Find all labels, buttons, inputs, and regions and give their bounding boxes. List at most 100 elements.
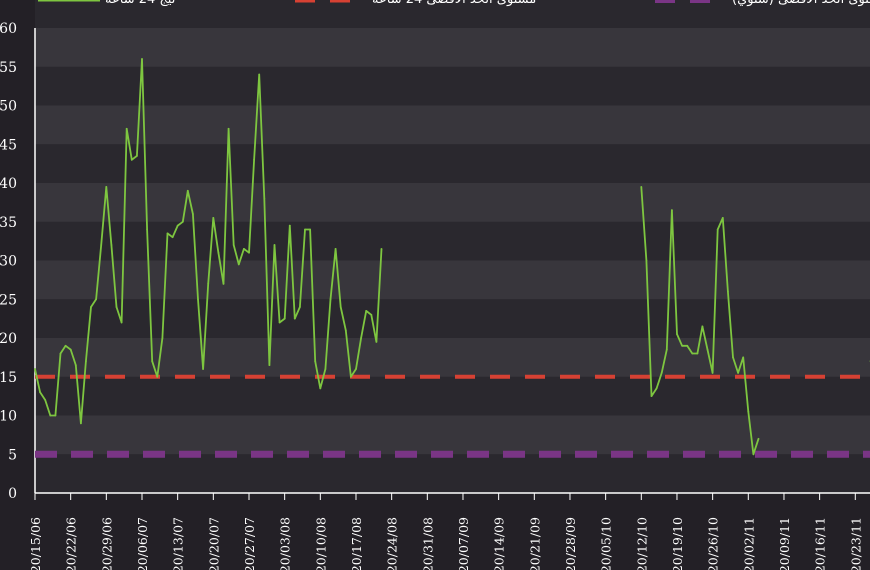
grid-band [35,66,870,106]
pm25-point [727,290,729,293]
pm25-point [268,364,271,366]
x-tick-label: 20/19/10 [670,517,685,570]
pm25-point [293,317,296,320]
pm25-point [105,186,108,188]
y-tick-label: 0 [8,486,17,502]
pm25-point [299,306,301,308]
grid-band [35,376,870,416]
pm25-point [54,414,57,417]
pm25-point [660,372,663,374]
pm25-point [263,197,266,200]
y-tick-label: 25 [0,292,17,308]
pm25-point [136,155,138,157]
pm25-point [314,360,317,363]
pm25-point [227,127,230,130]
x-tick-label: 20/03/08 [278,517,293,570]
pm25-point [681,344,683,347]
pm25-point [161,337,164,339]
grid-band [35,105,870,145]
plot-series [34,58,870,458]
pm25-point [324,368,327,370]
pm25-point [59,352,62,355]
pm25-point [258,73,261,76]
pm25-point [181,220,184,223]
pm25-point [686,344,689,347]
pm25-point [747,410,750,413]
pm25-point [156,375,159,378]
pm25-point [655,387,658,390]
pm25-point [375,341,378,343]
pm25-point [110,244,113,246]
pm25-series-line [640,186,760,456]
pm25-point [44,399,47,401]
pm25-point [752,453,755,456]
pm25-point [370,313,373,316]
pm25-point [721,217,724,219]
pm25-point [732,356,734,359]
grid-band [35,415,870,455]
y-tick-label: 50 [0,99,17,115]
pm25-point [34,368,36,370]
pm25-point [125,127,128,130]
pm25-point [222,282,225,285]
pm25-point [202,368,205,370]
grid-band [35,299,870,338]
pm25-point [197,298,199,301]
pm25-point [171,236,174,239]
pm25-point [671,209,673,212]
pm25-point [350,375,352,378]
pm25-point [243,248,245,250]
grid-band [35,144,870,183]
pm25-point [146,228,149,231]
y-axis: 0 5 10 15 20 25 30 35 40 45 50 55 60 [0,21,36,502]
x-tick-label: 20/14/09 [492,517,507,570]
pm25-point [665,348,668,351]
pm25-point [74,364,77,366]
legend-label-1: تيج 24 ساعة [105,0,176,7]
legend-label-3: مستوى الحد الأقصى (سنوي) [732,0,870,7]
pm25-point [130,158,133,161]
pm25-point [232,244,235,246]
x-tick-label: 20/20/07 [206,517,221,570]
y-tick-label: 40 [0,176,17,192]
y-tick-label: 20 [0,331,17,347]
x-tick-label: 20/27/07 [242,517,257,570]
x-tick-label: 20/29/06 [99,517,114,570]
grid-band [35,260,870,300]
pm25-point [701,325,704,328]
grid-band [35,221,870,261]
pm25-point [757,437,760,440]
pm25-point [696,352,699,355]
x-tick-label: 20/13/07 [171,517,186,570]
pm25-point [186,189,189,192]
pm25-point [360,337,362,339]
pm25-point [288,224,291,227]
pm25-point [380,248,383,250]
pm25-point [344,329,347,332]
pm25-point [207,282,210,285]
y-tick-label: 35 [0,215,17,231]
y-tick-label: 45 [0,137,17,153]
pm25-point [217,251,220,254]
pm25-point [39,391,41,394]
pm25-point [237,263,240,266]
pm25-point [334,248,337,250]
grid-band [35,338,870,377]
pm25-point [737,372,739,374]
pm25-point [706,348,709,351]
pm25-point [253,158,256,161]
x-axis: 20/15/06 20/22/06 20/29/06 20/06/07 20/13/07… [28,492,870,570]
x-tick-label: 20/17/08 [349,517,364,570]
pm25-point [166,232,169,235]
pm25-point [151,360,154,363]
pm25-point [640,186,643,188]
x-tick-label: 20/05/10 [599,517,614,570]
grid-band [35,0,870,28]
x-tick-label: 20/31/08 [420,517,435,570]
pm25-point [339,306,342,308]
pm25-point [329,298,332,301]
pm25-point [278,321,281,324]
pm25-point [309,228,311,231]
pm25-point [248,251,250,254]
